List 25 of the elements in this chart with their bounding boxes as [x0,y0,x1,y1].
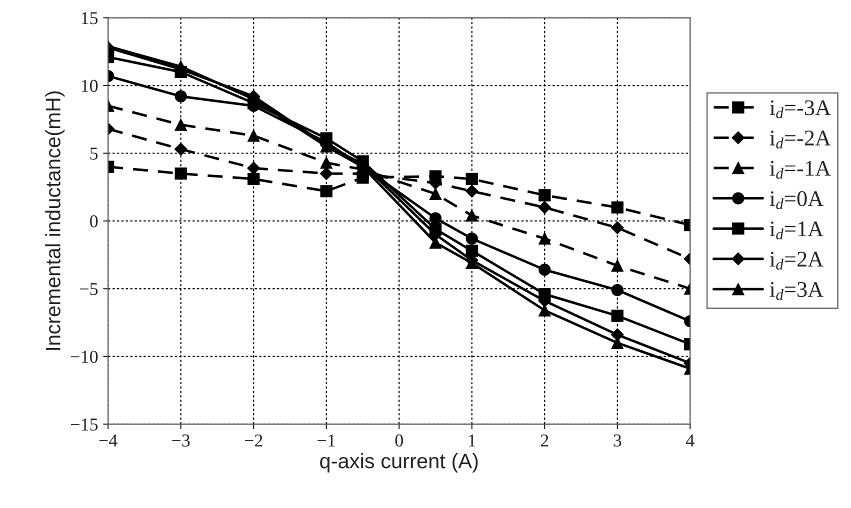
y-tick-label: 15 [82,12,98,24]
y-tick-label: −10 [71,350,98,363]
y-tick-label: 5 [90,148,98,160]
legend-label: i$_{d}$=-1A [770,160,831,179]
y-tick-label: −5 [80,283,98,296]
y-axis-title: Incremental inductance(mH) [45,91,65,350]
x-tick-label: 0 [395,434,403,447]
y-tick-label: 10 [82,80,98,92]
legend-label: i$_{d}$=-3A [770,100,831,118]
legend-label: i$_{d}$=0A [770,191,824,210]
x-tick-label: −2 [244,434,262,446]
x-tick-label: 4 [686,434,694,446]
legend-label: i$_{d}$=1A [770,221,824,240]
legend-label: i$_{d}$=-2A [770,130,831,149]
x-tick-label: 3 [614,434,622,447]
x-axis-title: q-axis current (A) [320,453,478,472]
y-tick-label: −15 [71,418,98,431]
legend-label: i$_{d}$=2A [770,252,824,270]
x-tick-label: −3 [172,434,190,447]
x-tick-label: −1 [318,434,335,446]
x-tick-label: 1 [468,434,476,446]
legend-label: i$_{d}$=3A [770,282,824,300]
y-tick-label: 0 [90,215,98,228]
x-tick-label: 2 [540,434,548,446]
x-tick-label: −4 [99,434,118,446]
